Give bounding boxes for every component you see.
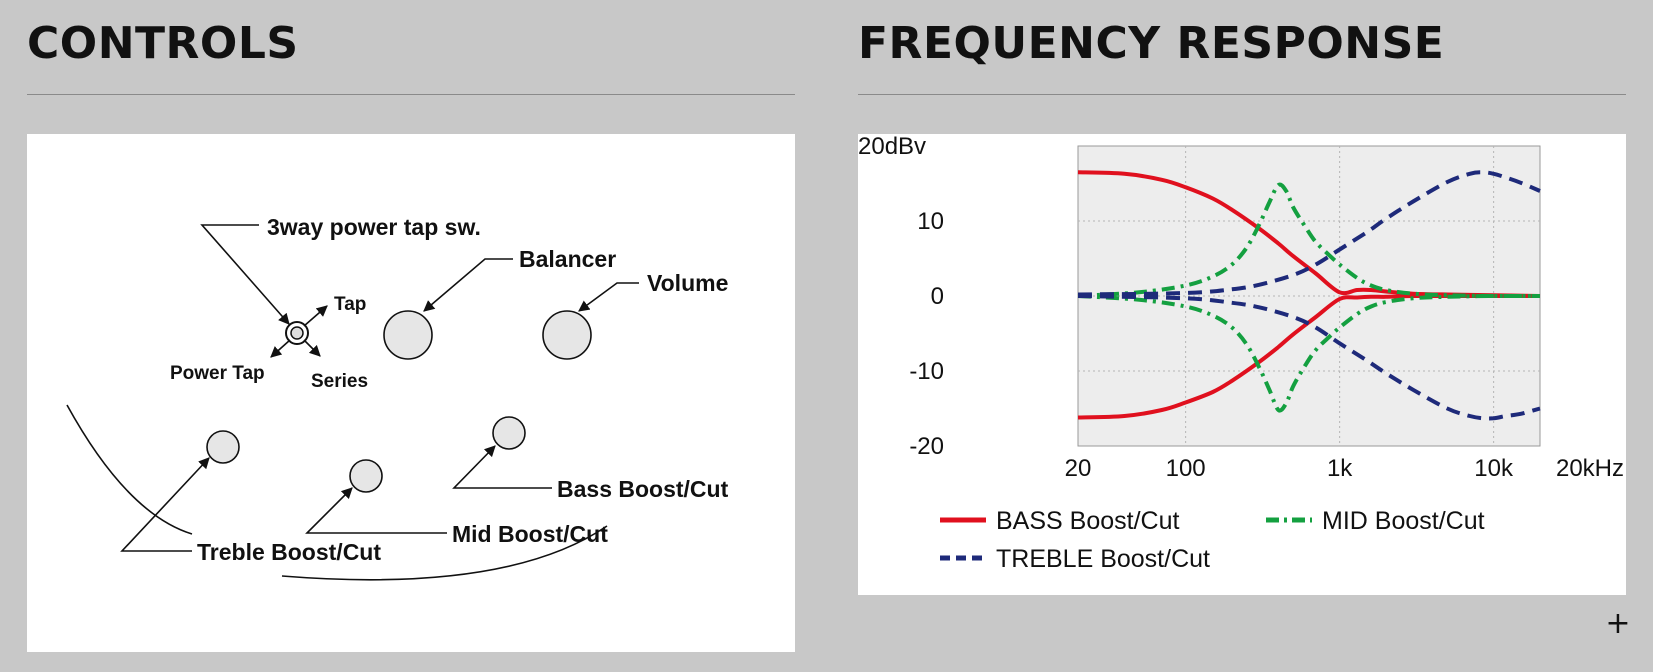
volume-label: Volume [647, 270, 728, 296]
bass-boost-cutcut-line [1077, 293, 1540, 420]
x-tick-label: 20 [1065, 455, 1092, 482]
controls-title: CONTROLS [27, 18, 299, 69]
x-tick-label: 10k [1474, 455, 1514, 482]
y-tick-label: -20 [909, 433, 944, 460]
power-tap-arrow [270, 339, 291, 358]
treble-knob [206, 430, 240, 464]
x-tick-label: 1k [1327, 455, 1353, 482]
power-tap-label: Power Tap [170, 363, 265, 384]
legend-label: MID Boost/Cut [1322, 507, 1485, 535]
series-label: Series [311, 371, 368, 392]
mid-boost-cutboost-line [1077, 182, 1541, 299]
bass-label: Bass Boost/Cut [557, 476, 729, 502]
y-tick-label: 0 [931, 283, 944, 310]
tap-arrow [303, 305, 328, 327]
power-tap-switch [285, 321, 309, 345]
x-tick-label: 20kHz [1556, 455, 1624, 482]
treble-boost-cutboost-line [1077, 170, 1541, 297]
x-tick-label: 100 [1166, 455, 1206, 482]
mid-leader [305, 487, 447, 534]
treble-boost-cutcut-line [1077, 294, 1541, 421]
frequency-response-chart: 20dBv 10 0 -10 -20 20 100 1k 10k 20kHz BASS Boost… [858, 134, 1626, 595]
plus-icon[interactable]: + [1605, 606, 1631, 641]
balancer-label: Balancer [519, 246, 616, 272]
mid-knob [349, 459, 383, 493]
legend-label: TREBLE Boost/Cut [996, 545, 1210, 573]
frequency-response-title: FREQUENCY RESPONSE [858, 18, 1445, 69]
volume-knob [542, 310, 592, 360]
body-outline-left [66, 404, 193, 535]
balancer-leader [423, 258, 513, 312]
tap-label: Tap [334, 294, 366, 315]
treble-label: Treble Boost/Cut [197, 539, 381, 565]
balancer-knob [383, 310, 433, 360]
bass-leader [452, 445, 552, 489]
mid-boost-cutcut-line [1077, 293, 1541, 413]
legend-label: BASS Boost/Cut [996, 507, 1179, 535]
power-tap-switch-label: 3way power tap sw. [267, 214, 481, 240]
mid-label: Mid Boost/Cut [452, 521, 608, 547]
y-tick-label: -10 [909, 358, 944, 385]
bass-boost-cutboost-line [1077, 170, 1541, 298]
frequency-response-divider [858, 94, 1626, 95]
y-tick-label: 10 [917, 208, 944, 235]
treble-leader [120, 457, 210, 552]
body-outline-bottom [281, 525, 608, 581]
y-tick-label: 20dBv [858, 134, 926, 160]
controls-divider [27, 94, 795, 95]
volume-leader [578, 282, 639, 312]
bass-knob [492, 416, 526, 450]
series-arrow [303, 339, 321, 357]
controls-diagram: 3way power tap sw. Tap Power Tap Series … [27, 134, 795, 652]
power-tap-switch-leader [200, 224, 290, 325]
controls-diagram-svg: 3way power tap sw. Tap Power Tap Series … [66, 214, 729, 581]
